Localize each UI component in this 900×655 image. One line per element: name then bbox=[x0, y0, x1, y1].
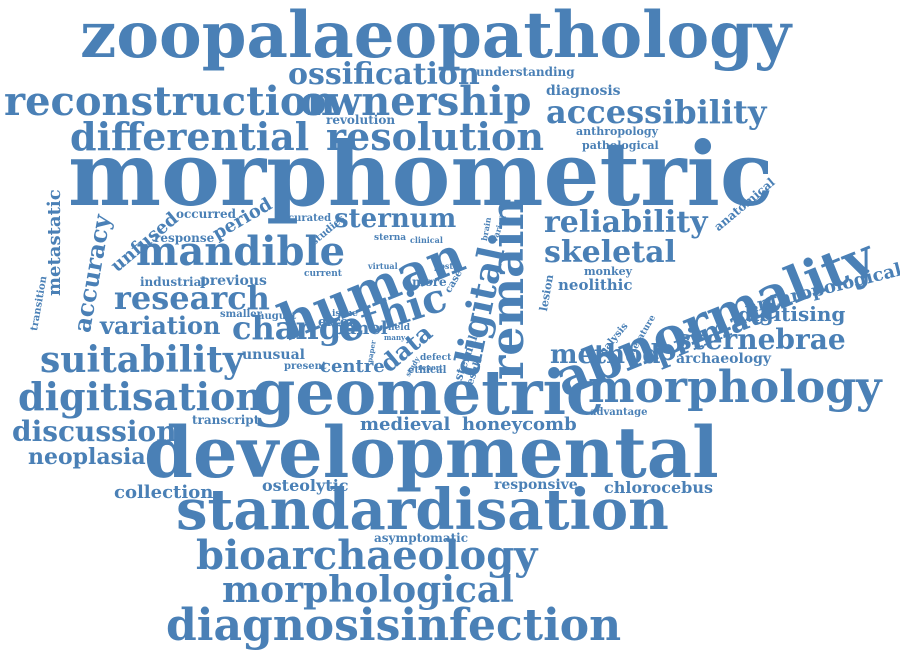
word-occurred: occurred bbox=[176, 207, 237, 221]
word-medieval: medieval bbox=[360, 414, 451, 435]
word-morphology: morphology bbox=[588, 362, 882, 413]
word-archaeology: archaeology bbox=[676, 351, 772, 367]
word-differential: differential bbox=[70, 114, 310, 159]
word-method: method bbox=[550, 340, 661, 370]
word-bioarchaeology: bioarchaeology bbox=[196, 532, 538, 579]
word-monkey: monkey bbox=[584, 265, 632, 278]
word-transition: transition bbox=[29, 275, 50, 332]
word-osteolytic: osteolytic bbox=[262, 476, 349, 495]
word-panel: panel bbox=[332, 318, 388, 339]
word-ethical: ethical bbox=[408, 365, 447, 376]
word-defect: defect bbox=[420, 353, 452, 363]
word-skeletal: skeletal bbox=[544, 235, 676, 270]
word-honeycomb: honeycomb bbox=[462, 414, 577, 435]
word-many: many bbox=[384, 333, 406, 342]
word-report: report bbox=[418, 363, 443, 372]
word-sterna: sterna bbox=[374, 233, 407, 243]
word-response: response bbox=[154, 231, 215, 245]
word-previous: previous bbox=[200, 273, 267, 289]
word-unusual: unusual bbox=[242, 347, 305, 363]
word-current: current bbox=[304, 269, 342, 279]
word-more: more bbox=[412, 275, 447, 289]
word-anthropology: anthropology bbox=[576, 125, 658, 138]
word-variation: variation bbox=[100, 311, 221, 340]
word-post: post bbox=[434, 261, 454, 271]
word-lesion: lesion bbox=[537, 273, 557, 313]
word-issue: issue bbox=[332, 309, 358, 319]
word-virtual: virtual bbox=[368, 261, 398, 271]
word-developmental: developmental bbox=[144, 411, 719, 494]
word-mandible: mandible bbox=[136, 228, 346, 275]
word-field: field bbox=[388, 323, 410, 333]
word-research: research bbox=[114, 279, 270, 317]
word-reconstruction: reconstruction bbox=[4, 78, 336, 125]
word-revolution: revolution bbox=[326, 113, 396, 127]
word-sternum: sternum bbox=[334, 204, 457, 234]
word-centre: centre bbox=[320, 356, 385, 377]
word-understanding: understanding bbox=[476, 65, 575, 79]
word-industrial: industrial bbox=[140, 275, 206, 289]
word-ownership: ownership bbox=[300, 78, 532, 125]
word-diagnosisinfection: diagnosisinfection bbox=[166, 600, 622, 651]
word-standardisation: standardisation bbox=[176, 477, 669, 543]
word-collection: collection bbox=[114, 482, 214, 503]
word-diagnosis: diagnosis bbox=[546, 83, 621, 99]
word-ossification: ossification bbox=[288, 57, 480, 92]
word-transcript: transcript bbox=[192, 413, 260, 427]
word-discussion: discussion bbox=[12, 415, 177, 448]
word-accessibility: accessibility bbox=[546, 93, 767, 131]
word-present: present bbox=[284, 361, 327, 372]
word-morphological: morphological bbox=[222, 569, 514, 611]
word-reliability: reliability bbox=[544, 205, 708, 240]
word-pathological: pathological bbox=[582, 139, 659, 152]
word-chlorocebus: chlorocebus bbox=[604, 478, 713, 497]
word-error: error bbox=[318, 315, 356, 330]
word-curated: curated bbox=[288, 213, 332, 224]
word-neolithic: neolithic bbox=[558, 276, 633, 294]
word-digitising: digitising bbox=[738, 302, 846, 326]
word-geometric: geometric bbox=[252, 356, 604, 429]
word-sternebrae: sternebrae bbox=[676, 323, 846, 356]
word-zoopalaeopathology: zoopalaeopathology bbox=[80, 0, 792, 73]
word-suitability: suitability bbox=[40, 339, 244, 381]
word-smaller: smaller bbox=[220, 309, 262, 320]
word-august: august bbox=[258, 311, 297, 322]
word-responsive: responsive bbox=[494, 477, 578, 493]
word-asymptomatic: asymptomatic bbox=[374, 531, 469, 545]
word-change: change bbox=[232, 309, 362, 347]
word-morphometric: morphometric bbox=[68, 122, 774, 226]
word-advantage: advantage bbox=[590, 407, 648, 418]
word-neoplasia: neoplasia bbox=[28, 444, 146, 470]
word-clinical: clinical bbox=[410, 235, 443, 245]
word-digitisation: digitisation bbox=[18, 374, 263, 419]
word-resolution: resolution bbox=[326, 114, 544, 159]
